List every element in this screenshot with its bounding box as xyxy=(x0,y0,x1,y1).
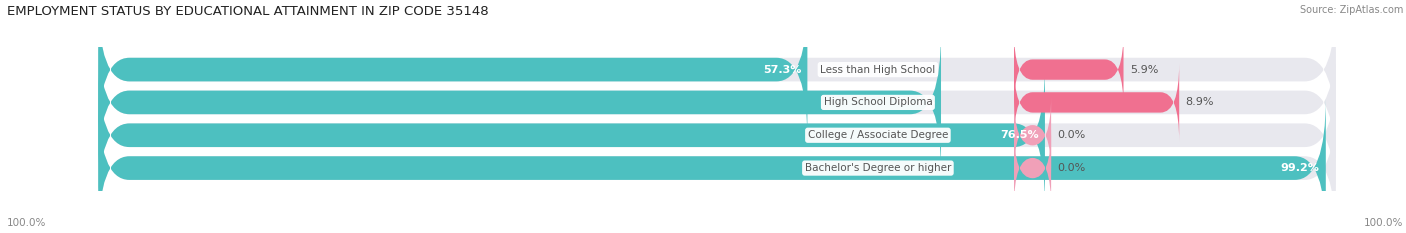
FancyBboxPatch shape xyxy=(98,0,1336,140)
FancyBboxPatch shape xyxy=(1014,129,1052,207)
Text: High School Diploma: High School Diploma xyxy=(824,97,932,107)
FancyBboxPatch shape xyxy=(98,32,941,173)
FancyBboxPatch shape xyxy=(1014,31,1123,109)
Text: 68.1%: 68.1% xyxy=(896,97,935,107)
Text: Source: ZipAtlas.com: Source: ZipAtlas.com xyxy=(1299,5,1403,15)
Text: Less than High School: Less than High School xyxy=(820,65,935,75)
Text: 5.9%: 5.9% xyxy=(1129,65,1159,75)
FancyBboxPatch shape xyxy=(98,98,1326,233)
Text: 57.3%: 57.3% xyxy=(763,65,801,75)
Text: 100.0%: 100.0% xyxy=(1364,218,1403,228)
FancyBboxPatch shape xyxy=(98,65,1045,206)
Text: 99.2%: 99.2% xyxy=(1281,163,1320,173)
Text: Bachelor's Degree or higher: Bachelor's Degree or higher xyxy=(804,163,950,173)
FancyBboxPatch shape xyxy=(98,98,1336,233)
Text: 76.5%: 76.5% xyxy=(1000,130,1039,140)
FancyBboxPatch shape xyxy=(98,32,1336,173)
FancyBboxPatch shape xyxy=(1014,63,1180,141)
FancyBboxPatch shape xyxy=(1014,96,1052,174)
Text: 0.0%: 0.0% xyxy=(1057,163,1085,173)
Text: EMPLOYMENT STATUS BY EDUCATIONAL ATTAINMENT IN ZIP CODE 35148: EMPLOYMENT STATUS BY EDUCATIONAL ATTAINM… xyxy=(7,5,489,18)
FancyBboxPatch shape xyxy=(98,0,807,140)
Text: 8.9%: 8.9% xyxy=(1185,97,1213,107)
Text: 100.0%: 100.0% xyxy=(7,218,46,228)
FancyBboxPatch shape xyxy=(98,65,1336,206)
Text: 0.0%: 0.0% xyxy=(1057,130,1085,140)
Text: College / Associate Degree: College / Associate Degree xyxy=(807,130,948,140)
